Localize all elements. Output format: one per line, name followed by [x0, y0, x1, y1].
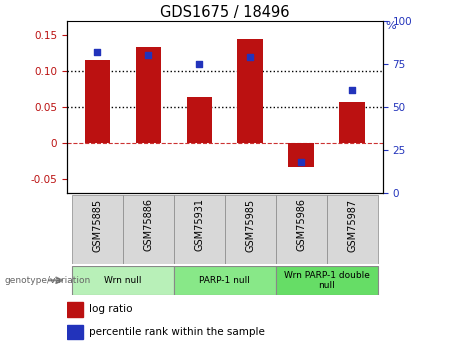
Text: GSM75985: GSM75985	[245, 198, 255, 252]
Text: genotype/variation: genotype/variation	[5, 276, 91, 285]
Text: Wrn PARP-1 double
null: Wrn PARP-1 double null	[284, 270, 370, 290]
Bar	[72, 195, 123, 264]
Bar	[72, 266, 174, 295]
Text: log ratio: log ratio	[89, 305, 132, 314]
Text: Wrn null: Wrn null	[104, 276, 142, 285]
Title: GDS1675 / 18496: GDS1675 / 18496	[160, 4, 290, 20]
Point	[145, 52, 152, 58]
Bar	[225, 195, 276, 264]
Bar	[237, 39, 263, 143]
Bar	[174, 195, 225, 264]
Bar	[187, 97, 212, 143]
Bar	[136, 47, 161, 143]
Bar	[276, 195, 326, 264]
Bar	[67, 325, 83, 339]
Point	[297, 159, 305, 165]
Bar	[67, 302, 83, 317]
Text: GSM75931: GSM75931	[194, 198, 204, 252]
Bar	[276, 266, 378, 295]
Text: GSM75886: GSM75886	[143, 198, 154, 252]
Bar	[339, 102, 365, 143]
Text: PARP-1 null: PARP-1 null	[199, 276, 250, 285]
Text: percentile rank within the sample: percentile rank within the sample	[89, 327, 265, 337]
Text: GSM75885: GSM75885	[92, 198, 102, 252]
Text: %: %	[386, 21, 396, 31]
Point	[94, 49, 101, 55]
Bar	[289, 143, 314, 167]
Text: GSM75987: GSM75987	[347, 198, 357, 252]
Point	[349, 87, 356, 92]
Point	[247, 54, 254, 60]
Point	[195, 61, 203, 67]
Bar	[123, 195, 174, 264]
Bar	[85, 60, 110, 143]
Text: GSM75986: GSM75986	[296, 198, 306, 252]
Bar	[174, 266, 276, 295]
Bar	[326, 195, 378, 264]
